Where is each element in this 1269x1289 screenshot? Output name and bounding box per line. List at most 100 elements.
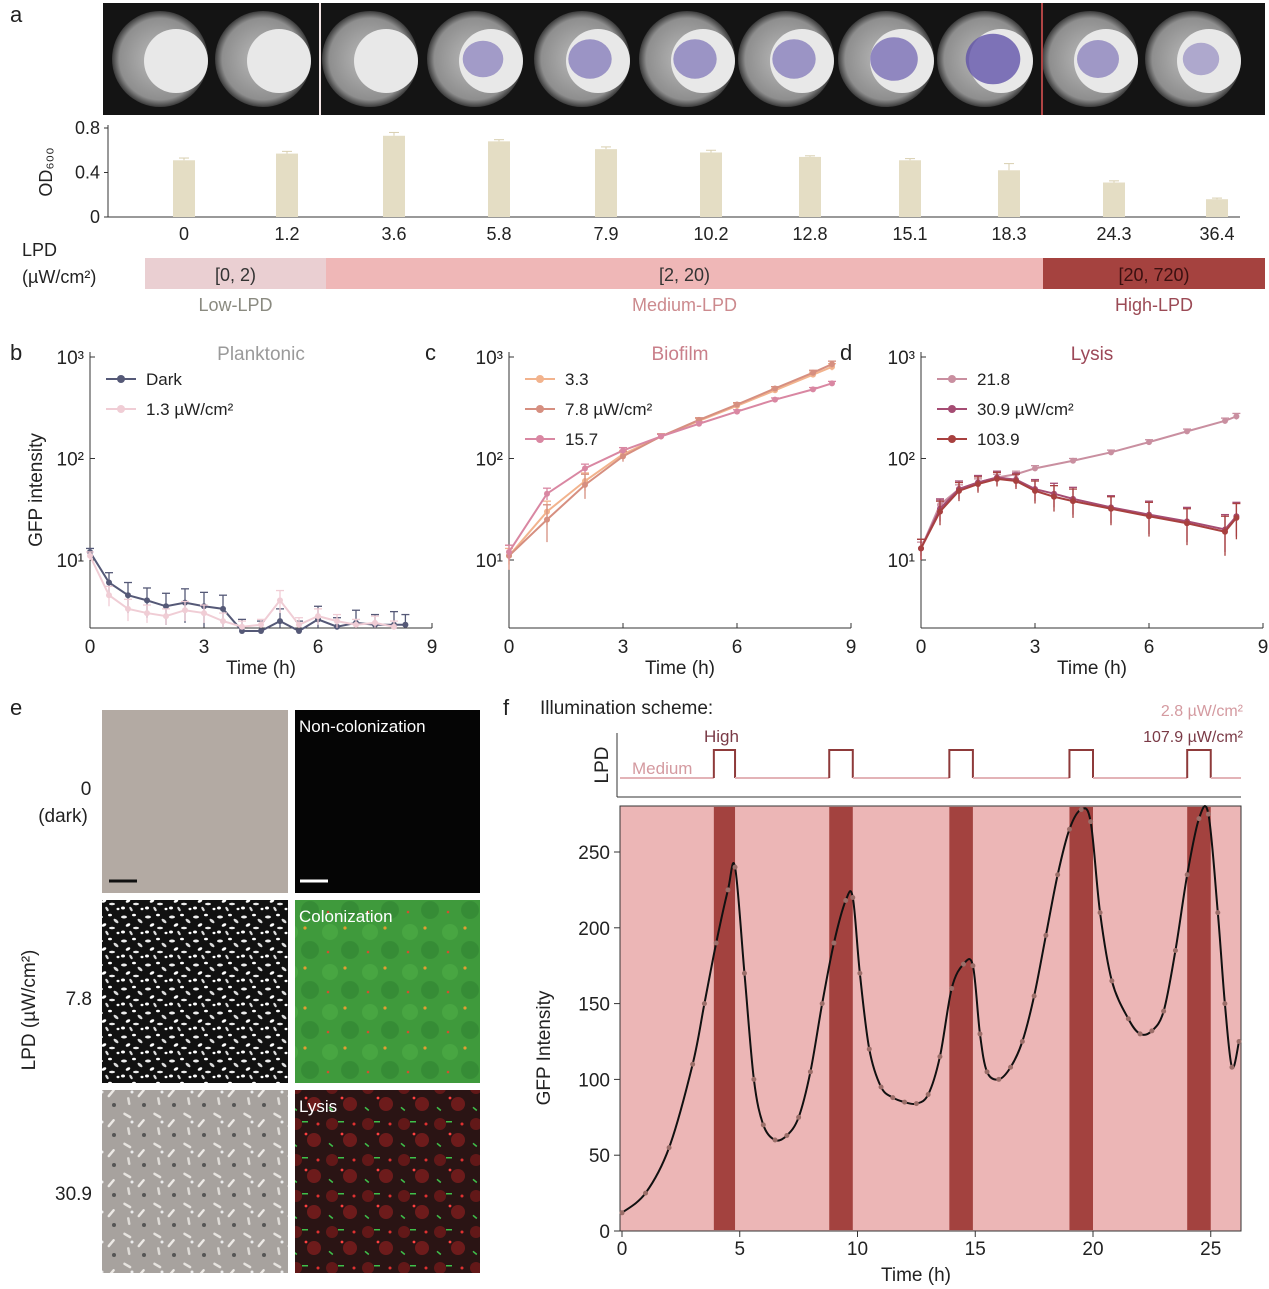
data-point [163,613,169,620]
data-point [220,618,226,625]
data-point [1097,910,1103,916]
data-point [1229,1064,1235,1070]
data-point [1236,1039,1242,1044]
lpd-label: LPD [22,240,57,260]
legend-marker [948,375,956,383]
legend-marker [536,375,544,383]
data-point [796,1114,802,1120]
data-point [544,490,550,497]
legend-label: 3.3 [565,370,589,389]
legend-item: 1.3 µW/cm² [106,400,234,419]
high-lpd-interval [713,807,736,1230]
chart-title: Lysis [1071,344,1114,365]
data-point [258,627,264,634]
data-point [937,508,943,515]
image-caption: Lysis [299,1097,337,1116]
data-point [994,475,1000,482]
legend-label: Dark [146,370,182,389]
x-axis-label: Time (h) [645,658,715,679]
x-tick-label: 0 [617,1239,628,1260]
x-tick-label: 9 [427,637,438,658]
panel-label-e: e [10,695,22,720]
plot-area [619,805,1242,1232]
legend-item: 30.9 µW/cm² [937,400,1074,419]
data-point [1233,514,1240,521]
lpd-range-band [1043,258,1265,289]
crystal-violet-stain [568,39,612,79]
x-tick-label: 3 [199,637,210,658]
data-point [1184,428,1190,435]
legend-item: 7.8 µW/cm² [525,400,653,419]
data-point [1051,493,1057,500]
row-label: 7.8 [66,989,92,1010]
x-axis-label: Time (h) [1057,658,1127,679]
data-point [1019,1039,1025,1044]
row-label: 0 [81,779,92,800]
crystal-violet-stain [1077,40,1119,78]
series-line [89,555,395,628]
data-point [829,380,835,387]
data-point [1032,465,1038,472]
data-point [1149,1028,1155,1034]
data-point [106,579,112,586]
legend-label: 30.9 µW/cm² [977,400,1074,419]
data-point [772,1137,778,1143]
data-point [144,597,150,604]
crystal-violet-stain [772,39,816,79]
well-photo [322,11,418,107]
data-point [582,481,588,488]
data-point [144,610,150,617]
x-tick-label: 15.1 [892,224,927,244]
medium-label: Medium [632,759,692,778]
lpd-range-label: [0, 2) [215,265,256,285]
legend-marker [536,435,544,443]
bar [700,152,722,217]
data-point [1125,1016,1131,1022]
y-tick-label: 250 [578,843,610,864]
panel-d-chart: 10³ 10² 10¹ 0 3 6 9 Time (h) Lysis 21.8 30.9 µW/cm… [888,344,1269,679]
data-point [1146,439,1152,446]
data-point [701,1001,707,1007]
x-tick-label: 0 [504,637,515,658]
series-0 [86,547,410,634]
medium-lpd-value: 2.8 µW/cm² [1161,703,1244,720]
high-lpd-interval [1069,807,1093,1230]
data-point [1172,948,1178,954]
legend-item: Dark [106,370,182,389]
well-bottom [144,29,208,93]
data-point [732,864,738,870]
data-point [106,592,112,599]
x-tick-label: 18.3 [991,224,1026,244]
series-2 [917,471,1241,560]
data-point [1070,498,1076,505]
lpd-class-label: Medium-LPD [632,295,737,315]
x-tick-label: 0 [85,637,96,658]
well-photo [838,11,934,107]
series-line [920,477,1238,549]
panel-label-d: d [840,340,852,365]
data-point [713,940,719,946]
data-point [1055,872,1061,878]
data-point [1233,413,1240,420]
fluorescence-image [295,900,480,1083]
data-point [125,592,131,599]
series-0 [917,412,1241,556]
data-point [1070,457,1076,464]
data-point [878,1084,884,1090]
image-caption: Colonization [299,907,393,926]
bar [595,149,617,217]
x-tick-label: 36.4 [1199,224,1234,244]
data-point [1066,826,1072,832]
data-point [1196,816,1202,822]
y-tick-label: 10¹ [57,551,84,572]
x-tick-label: 12.8 [792,224,827,244]
data-point [956,487,962,494]
well-photo [534,11,630,107]
data-point [239,623,245,630]
crystal-violet-stain [870,37,918,81]
x-tick-label: 3 [618,637,629,658]
data-point [619,1210,625,1216]
x-tick-label: 5.8 [486,224,511,244]
data-point [1108,505,1114,512]
data-point [277,597,283,604]
